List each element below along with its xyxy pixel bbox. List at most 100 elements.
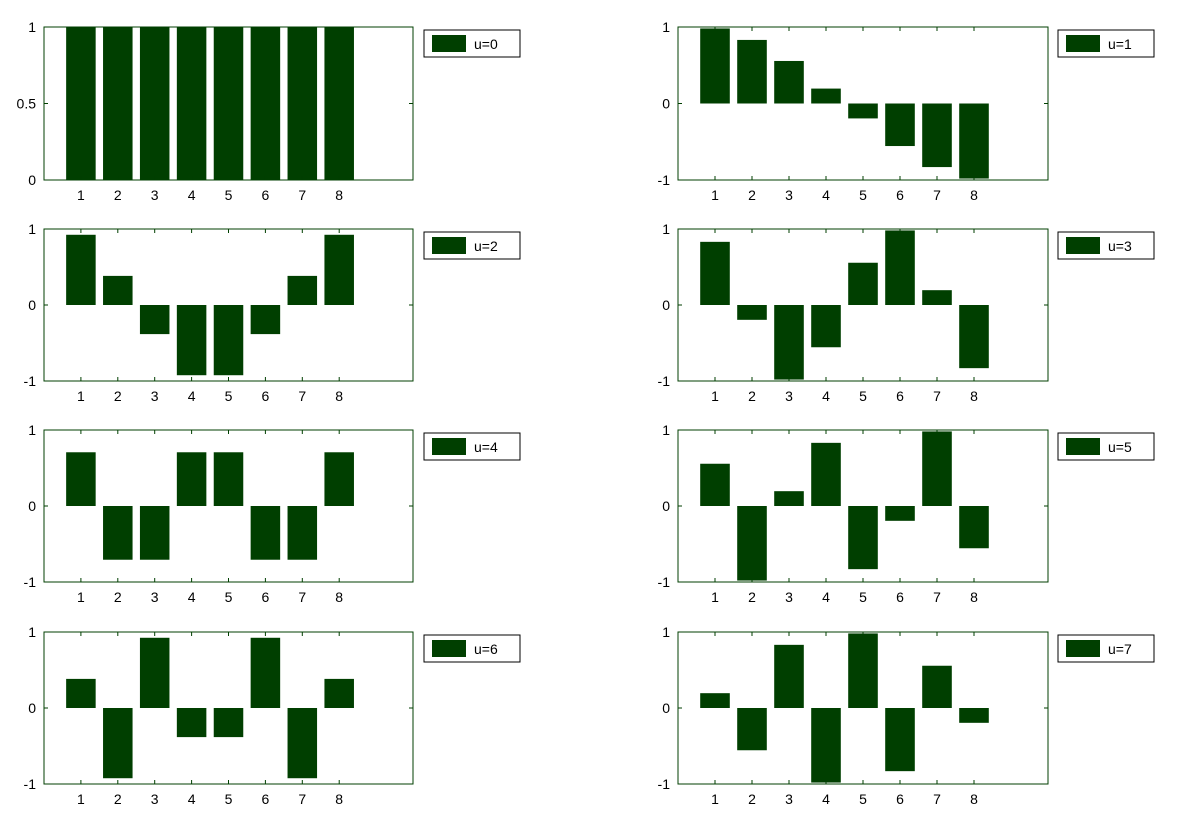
x-tick-label: 4 [188,791,196,807]
x-tick-label: 2 [114,791,122,807]
bar [213,452,244,506]
bar [250,506,281,560]
y-tick-label: 0 [662,297,670,313]
x-tick-label: 4 [822,388,830,404]
legend: u=2 [423,231,521,260]
bar [250,305,281,335]
bar [66,452,96,506]
bar [66,27,96,180]
x-tick-label: 3 [785,791,793,807]
bar [700,693,730,708]
bar [213,708,244,738]
x-tick-label: 4 [188,388,196,404]
x-tick-label: 1 [711,791,719,807]
y-tick-label: 0 [662,498,670,514]
x-tick-label: 5 [859,791,867,807]
bar [774,491,804,506]
legend-swatch [1066,640,1100,657]
x-tick-label: 3 [785,187,793,203]
subplot-2: -1 0 1 1 2 3 4 5 6 7 8 u=2 [24,221,521,404]
legend: u=1 [1057,29,1155,58]
bar [959,305,989,369]
bar [885,230,915,305]
x-tick-label: 7 [298,589,306,605]
bar [213,305,244,376]
x-tick-label: 2 [748,388,756,404]
legend: u=0 [423,29,521,58]
x-tick-label: 1 [77,791,85,807]
legend-label: u=0 [474,36,498,52]
y-tick-label: 1 [662,19,670,35]
bar [922,103,952,168]
legend-swatch [1066,35,1100,52]
subplot-0: 0 0.5 1 1 2 3 4 5 6 7 8 u=0 [17,19,521,203]
bar [700,28,730,104]
x-tick-label: 6 [262,791,270,807]
y-tick-label: -1 [24,776,37,792]
bar [176,708,207,738]
legend-swatch [432,438,466,455]
x-tick-label: 2 [748,187,756,203]
y-tick-label: 1 [662,221,670,237]
x-tick-label: 6 [896,589,904,605]
bar [811,305,841,348]
x-tick-label: 1 [77,589,85,605]
subplot-3: -1 0 1 1 2 3 4 5 6 7 8 u=3 [658,221,1155,404]
y-tick-label: 1 [28,624,36,640]
x-tick-label: 5 [225,388,233,404]
bar [737,506,767,581]
y-tick-label: 1 [28,19,36,35]
x-tick-label: 2 [748,791,756,807]
bar [774,60,804,104]
bar [176,452,207,506]
legend: u=5 [1057,432,1155,461]
x-tick-label: 4 [822,589,830,605]
bar [959,506,989,549]
bar [959,708,989,723]
bar [811,442,841,506]
x-tick-label: 4 [822,791,830,807]
x-tick-label: 3 [785,589,793,605]
bar [287,27,318,180]
bar [700,241,730,305]
x-tick-label: 1 [77,187,85,203]
bar [103,708,133,779]
bar [885,708,915,772]
bar [811,708,841,783]
bar [176,305,207,376]
y-tick-label: -1 [24,373,37,389]
bar [324,452,354,506]
legend-swatch [432,237,466,254]
bar [848,633,878,708]
legend: u=7 [1057,634,1155,663]
y-tick-label: 1 [28,422,36,438]
y-tick-label: -1 [658,373,671,389]
x-tick-label: 6 [262,589,270,605]
legend-label: u=3 [1108,238,1132,254]
y-tick-label: 0 [662,96,670,112]
x-tick-label: 4 [822,187,830,203]
legend-swatch [1066,438,1100,455]
x-tick-label: 7 [933,187,941,203]
x-tick-label: 5 [225,791,233,807]
y-tick-label: 0 [28,700,36,716]
x-tick-label: 6 [896,388,904,404]
bar [139,506,170,560]
bar [737,708,767,751]
x-tick-label: 2 [114,187,122,203]
legend-label: u=1 [1108,36,1132,52]
x-tick-label: 7 [298,791,306,807]
x-tick-label: 2 [114,388,122,404]
subplot-5: -1 0 1 1 2 3 4 5 6 7 8 u=5 [658,422,1155,605]
legend: u=4 [423,432,521,461]
y-tick-label: 0 [662,700,670,716]
legend-label: u=6 [474,641,498,657]
legend-label: u=4 [474,439,498,455]
bar [213,27,244,180]
bar [324,234,354,305]
x-tick-label: 5 [859,388,867,404]
x-tick-label: 3 [151,791,159,807]
bar [287,275,318,305]
x-tick-label: 4 [188,187,196,203]
y-tick-label: 0 [28,498,36,514]
